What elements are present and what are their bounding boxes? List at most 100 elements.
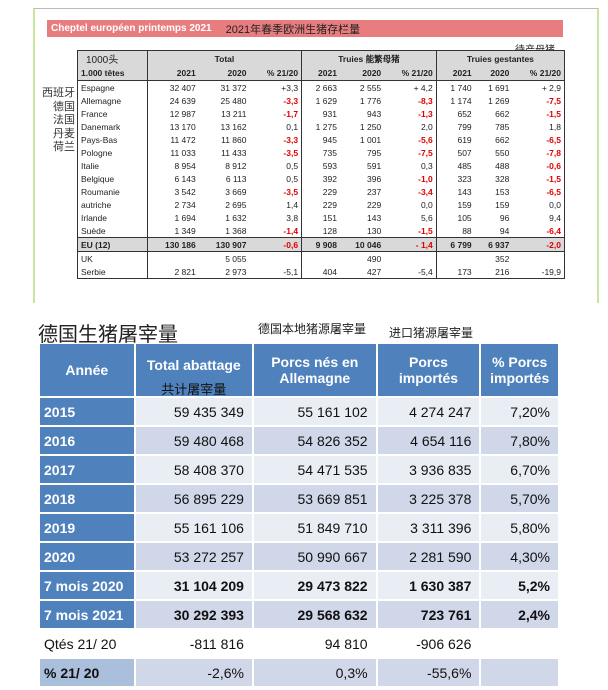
cell: 2 734: [146, 198, 199, 211]
cell: -811 816: [135, 630, 252, 657]
cell: 507: [435, 146, 475, 159]
cell: 5,6: [420, 212, 433, 223]
cell: 1 250: [359, 121, 382, 132]
cell: 2 555: [359, 82, 382, 93]
cell: 799: [435, 120, 475, 133]
cell: -1,3: [418, 108, 433, 119]
country-name: Danemark: [81, 121, 121, 132]
country-zh-label: 西班牙: [42, 87, 75, 99]
cell: 328: [495, 173, 510, 184]
cell: 54 471 535: [253, 456, 376, 483]
cell: 128: [301, 224, 340, 238]
row-label: 7 mois 2020: [40, 572, 134, 599]
table-row: Irlande 1 694 1 632 3,8 151 143 5,6 105 96 9,4: [78, 211, 565, 224]
cell: 6 113: [225, 173, 247, 184]
cell: 5,2%: [481, 572, 558, 599]
header-zh: 共计屠宰量: [161, 382, 227, 397]
column-header: Année: [40, 344, 134, 396]
cell: 94: [499, 225, 510, 236]
cell: 1,4: [286, 199, 299, 210]
cell: 323: [435, 172, 475, 185]
cell: 229: [301, 198, 340, 211]
cell: 352: [495, 253, 510, 264]
cell: 1 740: [435, 80, 475, 94]
title-bar: Cheptel européen printemps 2021 2021年春季欧…: [47, 20, 563, 37]
group-gestating: Truies gestantes: [435, 50, 565, 66]
cell: 591: [366, 160, 382, 171]
cell: 3 936 835: [377, 456, 480, 483]
cell: 13 170: [146, 120, 199, 133]
cell: 0,3: [420, 160, 433, 171]
cell: 5,70%: [481, 485, 558, 512]
cell: [481, 630, 558, 657]
cell: 55 161 106: [135, 514, 252, 541]
cell: 24 639: [146, 94, 199, 107]
cell: [512, 252, 564, 266]
cell: 931: [301, 107, 340, 120]
cell: 7,20%: [481, 398, 558, 425]
european-herd-section: Cheptel européen printemps 2021 2021年春季欧…: [33, 8, 599, 303]
cell: 8 954: [146, 159, 199, 172]
country-name: Suède: [81, 225, 106, 236]
cell: 1 632: [225, 212, 247, 223]
country-name: autriche: [81, 199, 112, 210]
slaughter-table: Année Total abattage 共计屠宰量 Porcs nés en All…: [38, 342, 560, 688]
country-name: Belgique: [81, 173, 115, 184]
cell: 31 104 209: [135, 572, 252, 599]
cell: 151: [301, 211, 340, 224]
cell: 485: [435, 159, 475, 172]
unit-fr: 1.000 têtes: [77, 66, 148, 81]
subheader: 2020: [339, 66, 385, 81]
cell: 3 225 378: [377, 485, 480, 512]
cell: 943: [366, 108, 382, 119]
cell: 88: [435, 224, 475, 238]
cell: +3,3: [281, 82, 299, 93]
cell: -1,0: [418, 173, 433, 184]
cell: 11 433: [221, 147, 247, 158]
header-label: Total abattage: [146, 357, 241, 373]
cell: [481, 659, 558, 686]
row-label: 7 mois 2021: [40, 601, 134, 628]
cell: 4 274 247: [377, 398, 480, 425]
cell: -7,8: [546, 147, 561, 158]
cell: 6 799: [435, 237, 475, 252]
cell: -1,5: [418, 225, 433, 236]
cell: 96: [499, 212, 510, 223]
cell: 662: [495, 134, 510, 145]
cell: -2,0: [512, 237, 565, 252]
cell: 3 669: [225, 186, 247, 197]
row-label: % 21/ 20: [40, 659, 134, 686]
cell: 1 776: [359, 95, 382, 106]
cell: 130 186: [146, 237, 199, 252]
cell: [435, 251, 475, 265]
cell: 2 663: [301, 80, 340, 94]
cell: 159: [495, 199, 510, 210]
table-row: 2018 56 895 229 53 669 851 3 225 378 5,70%: [40, 485, 558, 512]
table-row: Espagne 32 407 31 372 +3,3 2 663 2 555 + 4,2 1 …: [78, 80, 565, 94]
country-name: Pologne: [81, 147, 113, 158]
cell: [249, 252, 301, 266]
cell: 59 435 349: [135, 398, 252, 425]
cell: 1 349: [146, 224, 199, 238]
cell: 143: [435, 185, 475, 198]
cell: 143: [366, 212, 382, 223]
subheader: 2021: [301, 66, 340, 81]
cell: 32 407: [146, 80, 199, 94]
header-label: Porcs nés en Allemagne: [271, 354, 359, 386]
cell: 662: [495, 108, 510, 119]
cell: 795: [366, 147, 382, 158]
header-label: Année: [65, 362, 109, 378]
cell: -1,4: [283, 225, 299, 236]
country-zh-label: 德国: [53, 100, 75, 113]
herd-table: 1000头 Total Truies 能繁母猪 Truies gestantes…: [77, 50, 565, 279]
cell: 54 826 352: [253, 427, 376, 454]
cell: -2,6%: [135, 659, 252, 686]
country-name: EU (12): [77, 237, 148, 252]
cell: -1,5: [546, 173, 561, 184]
cell: 50 990 667: [253, 543, 376, 570]
cell: -5,4: [418, 266, 433, 277]
column-header: Porcs importés: [377, 344, 480, 396]
cell: -7,5: [418, 147, 433, 158]
cell: 550: [495, 147, 510, 158]
cell: 29 568 632: [253, 601, 376, 628]
